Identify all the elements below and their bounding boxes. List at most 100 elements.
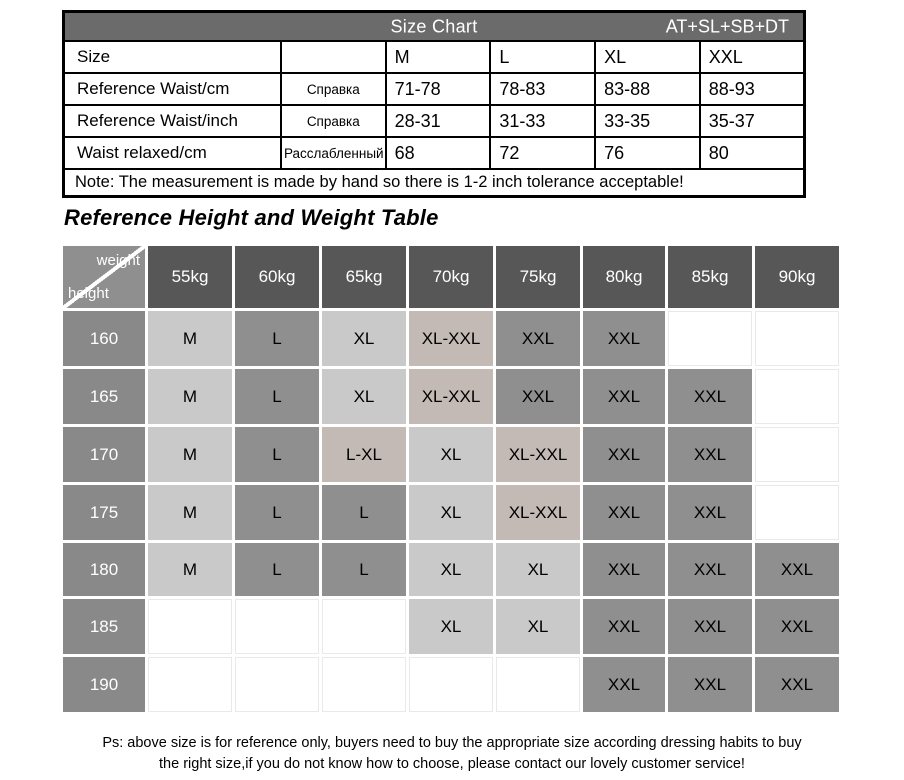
size-value-cell: 35-37 <box>698 104 806 138</box>
size-chart-table: Size Chart AT+SL+SB+DT Size M L XL XXL Refere… <box>62 10 806 198</box>
size-value-cell: 28-31 <box>384 104 492 138</box>
grid-cell: XXL <box>755 599 839 654</box>
row-label: Reference Waist/cm <box>62 72 282 106</box>
grid-weight-header: 70kg <box>409 246 493 308</box>
grid-cell: M <box>148 543 232 596</box>
grid-cell <box>322 657 406 712</box>
grid-row: 185 XL XL XXL XXL XXL <box>63 599 839 654</box>
grid-cell: XXL <box>668 657 752 712</box>
grid-weight-header: 90kg <box>755 246 839 308</box>
corner-height-label: height <box>68 285 109 302</box>
grid-cell: XL <box>496 599 580 654</box>
grid-cell: M <box>148 311 232 366</box>
grid-cell <box>755 485 839 540</box>
grid-cell: XXL <box>496 369 580 424</box>
size-value-cell: XXL <box>698 40 806 74</box>
grid-cell: M <box>148 485 232 540</box>
height-weight-table: weight height 55kg 60kg 65kg 70kg 75kg 80kg 85… <box>60 243 842 715</box>
grid-cell: XXL <box>668 427 752 482</box>
grid-height-header: 175 <box>63 485 145 540</box>
grid-weight-header: 75kg <box>496 246 580 308</box>
row-ref-label: Справка <box>279 104 387 138</box>
weight-header-row: weight height 55kg 60kg 65kg 70kg 75kg 80kg 85… <box>63 246 839 308</box>
grid-cell: XXL <box>668 599 752 654</box>
grid-cell: XL-XXL <box>496 427 580 482</box>
grid-cell: XXL <box>583 311 665 366</box>
size-chart-code: AT+SL+SB+DT <box>665 16 789 36</box>
size-value-cell: 80 <box>698 136 806 170</box>
grid-weight-header: 80kg <box>583 246 665 308</box>
grid-cell: XL-XXL <box>409 369 493 424</box>
size-chart-header-row: Size Chart AT+SL+SB+DT <box>62 10 806 42</box>
grid-cell <box>496 657 580 712</box>
grid-cell <box>668 311 752 366</box>
size-chart-row: Reference Waist/cm Справка 71-78 78-83 83-88… <box>62 72 806 106</box>
grid-row: 160 M L XL XL-XXL XXL XXL <box>63 311 839 366</box>
grid-height-header: 180 <box>63 543 145 596</box>
size-value-cell: 31-33 <box>489 104 597 138</box>
row-ref-label: Справка <box>279 72 387 106</box>
grid-height-header: 185 <box>63 599 145 654</box>
grid-cell: XXL <box>583 485 665 540</box>
grid-weight-header: 85kg <box>668 246 752 308</box>
size-value-cell: XL <box>594 40 701 74</box>
size-value-cell: L <box>489 40 597 74</box>
grid-cell <box>755 311 839 366</box>
size-value-cell: 72 <box>489 136 597 170</box>
grid-cell: XXL <box>496 311 580 366</box>
grid-cell: XXL <box>755 657 839 712</box>
grid-cell: L <box>235 369 319 424</box>
grid-height-header: 165 <box>63 369 145 424</box>
grid-cell: L <box>235 485 319 540</box>
row-label: Reference Waist/inch <box>62 104 282 138</box>
grid-cell: XL <box>409 599 493 654</box>
grid-cell: L-XL <box>322 427 406 482</box>
grid-cell: XL <box>322 311 406 366</box>
grid-cell <box>148 599 232 654</box>
grid-cell: L <box>235 311 319 366</box>
grid-cell: XL <box>496 543 580 596</box>
grid-height-header: 190 <box>63 657 145 712</box>
size-value-cell: 33-35 <box>594 104 701 138</box>
size-chart-title: Size Chart <box>390 16 478 36</box>
grid-cell <box>409 657 493 712</box>
grid-cell: L <box>322 485 406 540</box>
grid-cell: L <box>235 543 319 596</box>
grid-cell: XL <box>409 543 493 596</box>
size-value-cell: 68 <box>384 136 492 170</box>
row-ref-label <box>279 40 387 74</box>
grid-weight-header: 65kg <box>322 246 406 308</box>
grid-cell: M <box>148 427 232 482</box>
size-chart-note: Note: The measurement is made by hand so… <box>62 168 806 198</box>
footer-note: Ps: above size is for reference only, bu… <box>0 733 904 775</box>
grid-corner-cell: weight height <box>63 246 145 308</box>
grid-cell: XXL <box>755 543 839 596</box>
grid-row: 190 XXL XXL XXL <box>63 657 839 712</box>
grid-cell <box>235 599 319 654</box>
grid-cell: XL <box>322 369 406 424</box>
size-chart-row: Waist relaxed/cm Расслабленный 68 72 76 80 <box>62 136 806 170</box>
size-value-cell: M <box>384 40 492 74</box>
grid-cell: XXL <box>668 369 752 424</box>
grid-cell <box>322 599 406 654</box>
grid-cell: XXL <box>668 543 752 596</box>
grid-cell: XL-XXL <box>409 311 493 366</box>
size-chart-row: Size M L XL XXL <box>62 40 806 74</box>
footer-line-2: the right size,if you do not know how to… <box>159 756 745 773</box>
grid-cell: XL <box>409 485 493 540</box>
size-chart-header-bar: Size Chart AT+SL+SB+DT <box>62 10 806 42</box>
grid-height-header: 160 <box>63 311 145 366</box>
grid-cell: L <box>322 543 406 596</box>
grid-cell: XXL <box>583 599 665 654</box>
grid-weight-header: 55kg <box>148 246 232 308</box>
size-chart-note-row: Note: The measurement is made by hand so… <box>62 168 806 198</box>
grid-cell: L <box>235 427 319 482</box>
grid-height-header: 170 <box>63 427 145 482</box>
grid-cell <box>755 369 839 424</box>
grid-weight-header: 60kg <box>235 246 319 308</box>
grid-cell <box>755 427 839 482</box>
grid-row: 180 M L L XL XL XXL XXL XXL <box>63 543 839 596</box>
grid-cell: XXL <box>583 657 665 712</box>
grid-row: 165 M L XL XL-XXL XXL XXL XXL <box>63 369 839 424</box>
size-value-cell: 76 <box>594 136 701 170</box>
